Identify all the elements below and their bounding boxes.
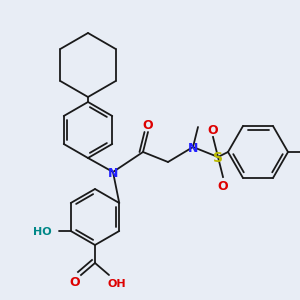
Text: O: O <box>218 180 228 193</box>
Text: O: O <box>208 124 218 137</box>
Text: HO: HO <box>33 227 52 237</box>
Text: O: O <box>70 276 80 289</box>
Text: N: N <box>108 167 118 180</box>
Text: OH: OH <box>108 279 126 289</box>
Text: S: S <box>213 152 223 166</box>
Text: N: N <box>188 142 198 155</box>
Text: O: O <box>143 119 153 132</box>
